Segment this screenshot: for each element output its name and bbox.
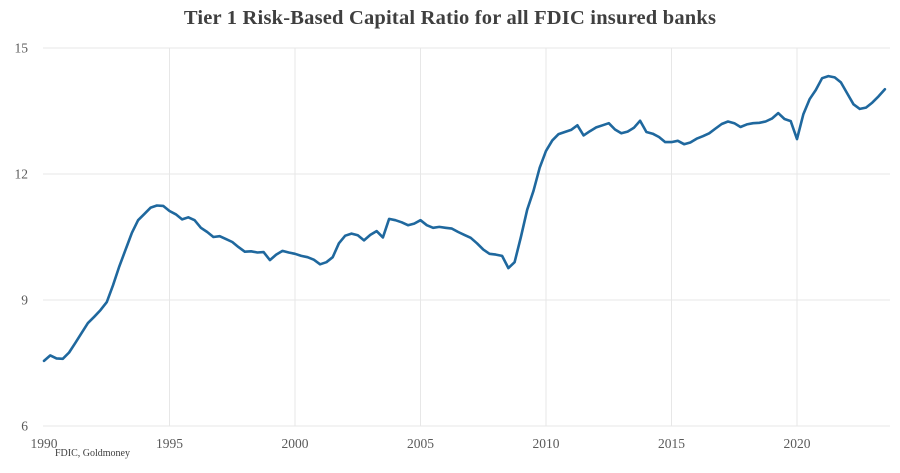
x-tick-label: 1995: [156, 436, 183, 451]
x-tick-label: 2020: [784, 436, 811, 451]
x-tick-label: 2000: [282, 436, 309, 451]
x-tick-label: 2015: [658, 436, 685, 451]
data-series: [42, 74, 887, 363]
y-tick-label: 9: [21, 293, 28, 308]
vertical-gridlines: [169, 48, 798, 426]
y-axis-tick-labels: 6 9 12 15: [15, 41, 29, 434]
x-tick-label: 2005: [407, 436, 434, 451]
horizontal-gridlines: [43, 47, 890, 427]
source-label: FDIC, Goldmoney: [55, 448, 130, 459]
x-tick-label: 2010: [533, 436, 560, 451]
chart-title: Tier 1 Risk-Based Capital Ratio for all …: [183, 7, 717, 29]
x-axis-tick-labels: 1990 1995 2000 2005 2010 2015 2020: [31, 436, 811, 451]
x-tick-label: 1990: [31, 436, 58, 451]
y-tick-label: 15: [15, 41, 29, 56]
y-tick-label: 12: [15, 167, 29, 182]
tier1-ratio-line: [42, 74, 887, 363]
y-tick-label: 6: [21, 419, 28, 434]
